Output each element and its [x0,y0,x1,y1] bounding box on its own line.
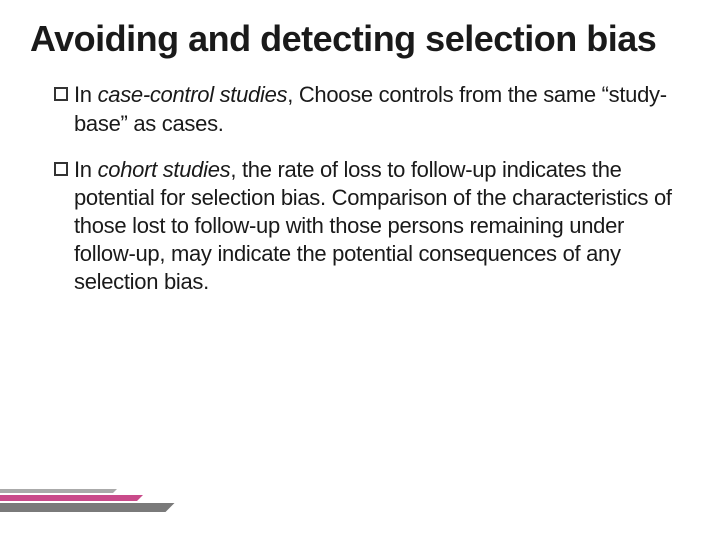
slide-decoration [0,462,220,512]
bullet-prefix: In [74,157,98,182]
bullet-item: In case-control studies, Choose controls… [54,81,690,137]
bullet-italic: case-control studies [98,82,288,107]
bullet-text: In cohort studies, the rate of loss to f… [74,156,690,297]
slide-container: Avoiding and detecting selection bias In… [0,0,720,540]
decoration-line [0,503,175,512]
bullet-item: In cohort studies, the rate of loss to f… [54,156,690,297]
decoration-line [0,495,143,501]
slide-title: Avoiding and detecting selection bias [30,18,690,59]
decoration-line [0,489,117,493]
bullet-italic: cohort studies [98,157,231,182]
square-bullet-icon [54,162,68,176]
bullet-text: In case-control studies, Choose controls… [74,81,690,137]
slide-content: In case-control studies, Choose controls… [30,81,690,296]
square-bullet-icon [54,87,68,101]
bullet-prefix: In [74,82,98,107]
